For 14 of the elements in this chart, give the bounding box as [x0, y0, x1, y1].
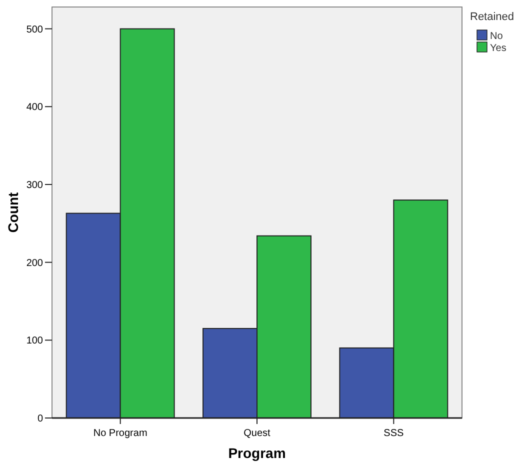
- y-tick-label: 400: [26, 102, 44, 114]
- y-axis-title: Count: [5, 192, 21, 233]
- x-tick-label: Quest: [244, 428, 271, 439]
- y-tick-label: 500: [26, 24, 44, 36]
- y-tick-label: 100: [26, 336, 44, 347]
- legend-title: Retained: [470, 11, 514, 23]
- legend-label: Yes: [490, 43, 506, 54]
- x-axis-title: Program: [228, 445, 286, 461]
- x-tick-label: No Program: [93, 428, 148, 439]
- y-tick-label: 300: [26, 180, 44, 191]
- legend-label: No: [490, 31, 504, 42]
- x-tick-label: SSS: [384, 428, 404, 439]
- y-tick-label: 0: [37, 414, 44, 424]
- y-tick-label: 200: [26, 258, 44, 269]
